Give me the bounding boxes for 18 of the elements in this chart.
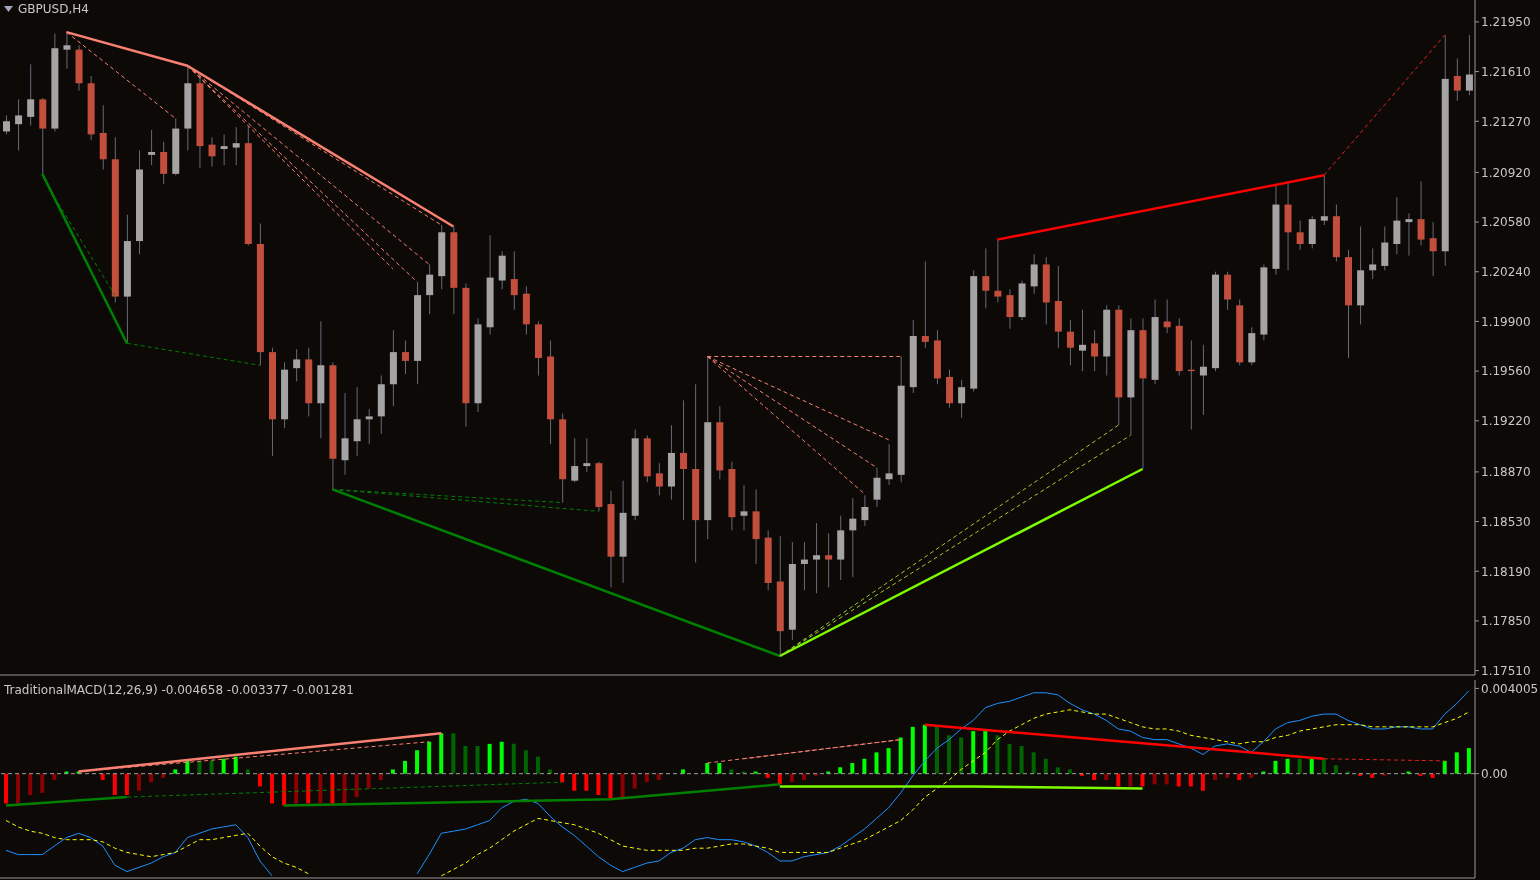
y-tick-label: 1.20920 xyxy=(1481,165,1531,180)
chart-title: TraditionalMACD(12,26,9) -0.004658 -0.003377 -0.001281 xyxy=(4,683,354,697)
y-tick-label: 1.20240 xyxy=(1481,265,1531,280)
y-tick-label: 1.21610 xyxy=(1481,64,1531,79)
y-tick-label: 1.18190 xyxy=(1481,564,1531,579)
y-tick-label: 1.17510 xyxy=(1481,663,1531,678)
y-tick-label: 1.17850 xyxy=(1481,614,1531,629)
y-tick-label: 1.19900 xyxy=(1481,314,1531,329)
y-tick-label: 0.00 xyxy=(1481,766,1508,781)
y-tick-label: 1.21950 xyxy=(1481,15,1531,30)
y-tick-label: 1.21270 xyxy=(1481,114,1531,129)
y-tick-label: 0.004005 xyxy=(1481,681,1539,696)
chart-title: GBPUSD,H4 xyxy=(18,2,89,16)
y-tick-label: 1.19220 xyxy=(1481,414,1531,429)
y-tick-label: 1.18870 xyxy=(1481,465,1531,480)
y-tick-label: 1.19560 xyxy=(1481,364,1531,379)
y-tick-label: 1.18530 xyxy=(1481,514,1531,529)
y-tick-label: 1.20580 xyxy=(1481,215,1531,230)
